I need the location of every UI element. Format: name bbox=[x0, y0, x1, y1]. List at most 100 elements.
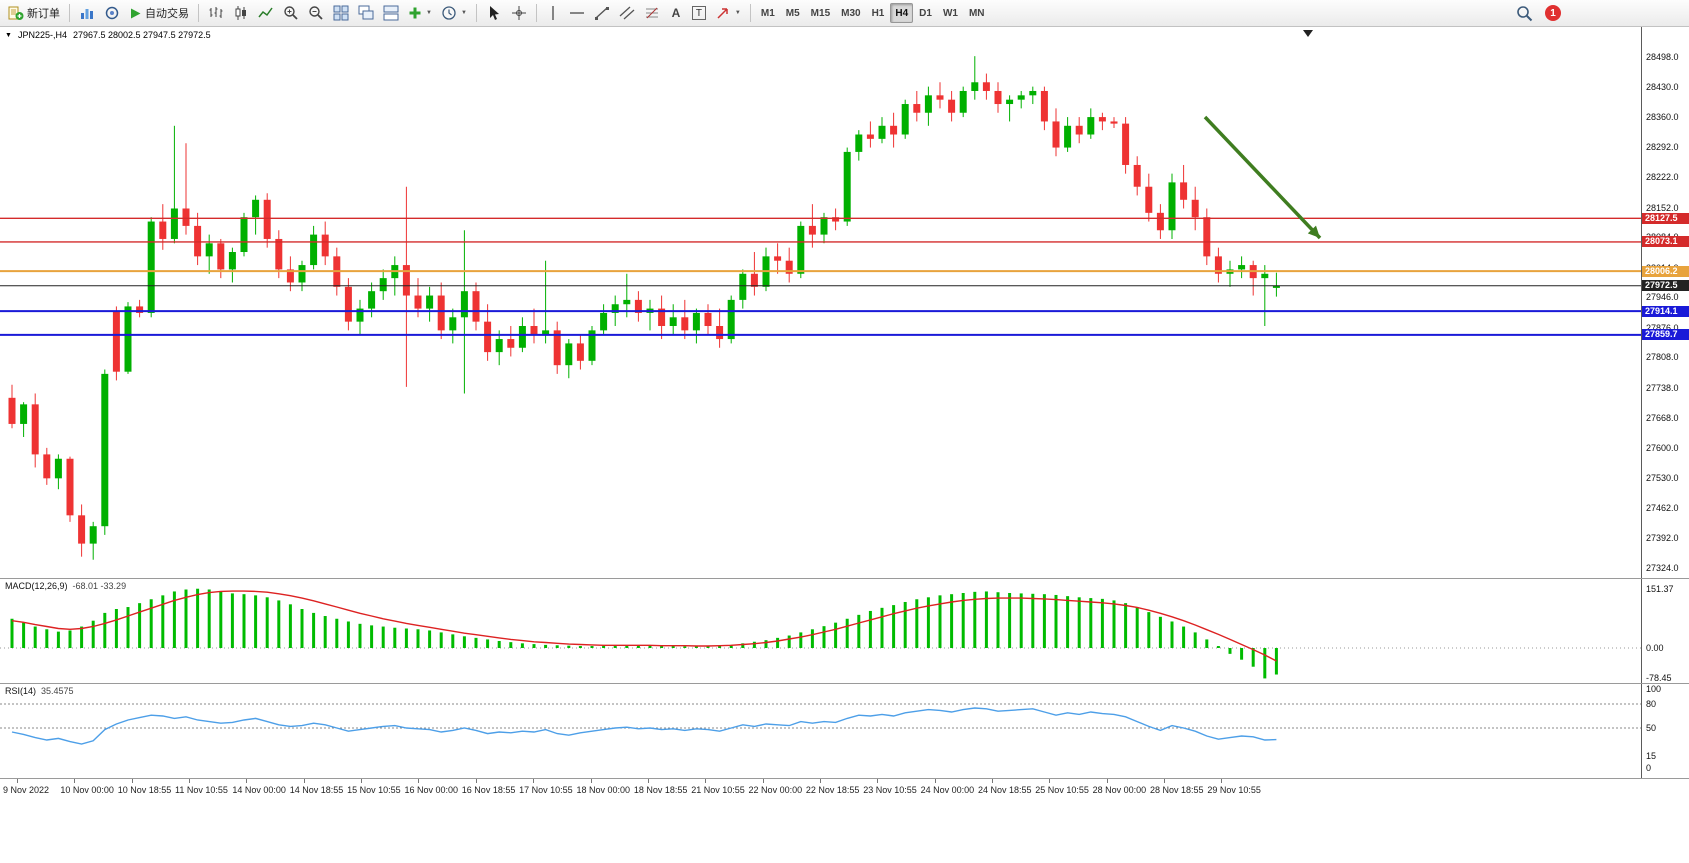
time-label: 28 Nov 18:55 bbox=[1150, 785, 1204, 795]
time-tick bbox=[17, 779, 18, 783]
rsi-tick: 80 bbox=[1646, 699, 1657, 709]
panel-divider[interactable] bbox=[0, 778, 1689, 779]
zoom-in-button[interactable] bbox=[279, 2, 303, 24]
horizontal-line-tool-button[interactable] bbox=[565, 2, 589, 24]
tile-windows-button[interactable] bbox=[329, 2, 353, 24]
time-label: 25 Nov 10:55 bbox=[1035, 785, 1089, 795]
time-label: 10 Nov 18:55 bbox=[117, 785, 172, 795]
macd-axis[interactable]: 151.37 0.00 -78.45 bbox=[1641, 579, 1689, 683]
candlestick-chart-icon bbox=[233, 5, 249, 21]
price-tick: 28222.0 bbox=[1646, 172, 1679, 183]
fibonacci-tool-button[interactable] bbox=[640, 2, 664, 24]
autotrading-play-icon bbox=[129, 7, 142, 20]
periods-button[interactable]: ▼ bbox=[437, 2, 471, 24]
price-tick: 27668.0 bbox=[1646, 413, 1679, 424]
channel-tool-button[interactable] bbox=[615, 2, 639, 24]
toolbar-separator bbox=[535, 4, 537, 22]
price-badge: 28073.1 bbox=[1642, 236, 1689, 248]
time-label: 22 Nov 00:00 bbox=[748, 785, 803, 795]
time-axis[interactable]: 9 Nov 2022 10 Nov 00:00 10 Nov 18:55 11 Nov… bbox=[0, 779, 1689, 799]
time-tick bbox=[991, 779, 993, 783]
timeframe-m15-button[interactable]: M15 bbox=[810, 7, 831, 19]
macd-plot[interactable]: MACD(12,26,9) -68.01 -33.29 bbox=[0, 579, 1641, 683]
time-tick bbox=[819, 779, 821, 783]
macd-tick: -78.45 bbox=[1646, 673, 1672, 683]
notification-badge[interactable]: 1 bbox=[1545, 5, 1561, 21]
macd-label: MACD(12,26,9) -68.01 -33.29 bbox=[5, 581, 126, 591]
time-tick bbox=[877, 779, 879, 783]
panel-divider[interactable] bbox=[0, 578, 1689, 579]
rsi-plot[interactable]: RSI(14) 35.4575 bbox=[0, 684, 1641, 778]
rsi-tick: 100 bbox=[1646, 684, 1662, 694]
timeframe-m5-button[interactable]: M5 bbox=[785, 7, 800, 19]
line-chart-icon bbox=[258, 5, 274, 21]
main-chart-plot[interactable]: ▼ JPN225-,H4 27967.5 28002.5 27947.5 279… bbox=[0, 27, 1641, 578]
macd-values: -68.01 -33.29 bbox=[72, 581, 127, 591]
fibonacci-icon bbox=[644, 5, 660, 21]
autotrading-button[interactable]: 自动交易 bbox=[125, 2, 193, 24]
rsi-tick: 15 bbox=[1646, 751, 1657, 761]
charts-icon bbox=[79, 5, 95, 21]
price-badge: 28127.5 bbox=[1642, 212, 1689, 224]
bar-chart-button[interactable] bbox=[204, 2, 228, 24]
vertical-line-tool-button[interactable] bbox=[542, 2, 564, 24]
time-tick bbox=[934, 779, 936, 783]
text-tool-button[interactable]: A bbox=[665, 2, 687, 24]
zoom-in-icon bbox=[283, 5, 299, 21]
toolbar-separator bbox=[69, 4, 70, 22]
rsi-tick: 50 bbox=[1646, 723, 1657, 733]
trendline-tool-button[interactable] bbox=[590, 2, 614, 24]
label-icon: T bbox=[691, 6, 706, 20]
time-label: 24 Nov 18:55 bbox=[977, 785, 1032, 795]
search-button[interactable] bbox=[1512, 2, 1537, 24]
crosshair-button[interactable] bbox=[507, 2, 531, 24]
time-tick bbox=[418, 779, 420, 783]
new-order-label: 新订单 bbox=[27, 8, 60, 20]
horizontal-line-icon bbox=[569, 7, 585, 19]
timeframe-w1-button[interactable]: W1 bbox=[942, 7, 958, 19]
rsi-axis[interactable]: 100 80 50 15 0 bbox=[1641, 684, 1689, 778]
rsi-label: RSI(14) 35.4575 bbox=[5, 686, 74, 696]
macd-name: MACD(12,26,9) bbox=[5, 581, 68, 591]
toolbar-separator bbox=[198, 4, 199, 22]
timeframe-m1-button[interactable]: M1 bbox=[760, 7, 775, 19]
cursor-icon bbox=[486, 5, 502, 21]
time-tick bbox=[705, 779, 707, 783]
charts-button[interactable] bbox=[75, 2, 99, 24]
arrange-windows-button[interactable] bbox=[379, 2, 403, 24]
candlestick-chart-button[interactable] bbox=[229, 2, 253, 24]
timeframe-h4-button[interactable]: H4 bbox=[890, 3, 914, 23]
chart-title: ▼ JPN225-,H4 27967.5 28002.5 27947.5 279… bbox=[5, 30, 211, 40]
time-tick bbox=[647, 779, 649, 783]
time-tick bbox=[533, 779, 535, 783]
macd-chart bbox=[0, 588, 1641, 679]
price-badge: 28006.2 bbox=[1642, 265, 1689, 277]
panel-divider[interactable] bbox=[0, 683, 1689, 684]
timeframe-d1-button[interactable]: D1 bbox=[919, 7, 932, 19]
toolbar: 新订单 自动交易 ▼ ▼ bbox=[0, 0, 1689, 27]
price-tick: 27324.0 bbox=[1646, 562, 1679, 573]
arrows-tool-button[interactable]: ▼ bbox=[711, 2, 745, 24]
tile-windows-icon bbox=[333, 5, 349, 21]
quotes-button[interactable] bbox=[100, 2, 124, 24]
one-click-expander-icon[interactable]: ▼ bbox=[5, 31, 12, 39]
cursor-button[interactable] bbox=[482, 2, 506, 24]
time-label: 16 Nov 18:55 bbox=[461, 785, 516, 795]
cascade-windows-icon bbox=[358, 5, 374, 21]
search-icon bbox=[1516, 5, 1533, 22]
add-indicator-button[interactable]: ▼ bbox=[404, 2, 436, 24]
timeframe-mn-button[interactable]: MN bbox=[968, 7, 985, 19]
label-tool-button[interactable]: T bbox=[688, 2, 710, 24]
chart-window: ▼ JPN225-,H4 27967.5 28002.5 27947.5 279… bbox=[0, 27, 1689, 863]
chevron-down-icon: ▼ bbox=[426, 10, 432, 16]
line-chart-button[interactable] bbox=[254, 2, 278, 24]
time-tick bbox=[762, 779, 764, 783]
price-axis[interactable]: 28498.0 28430.0 28360.0 28292.0 28222.0 28152… bbox=[1641, 27, 1689, 578]
new-order-button[interactable]: 新订单 bbox=[4, 2, 64, 24]
price-tick: 27876.0 bbox=[1646, 322, 1679, 333]
timeframe-m30-button[interactable]: M30 bbox=[841, 7, 861, 19]
time-tick bbox=[475, 779, 477, 783]
zoom-out-button[interactable] bbox=[304, 2, 328, 24]
cascade-windows-button[interactable] bbox=[354, 2, 378, 24]
timeframe-h1-button[interactable]: H1 bbox=[871, 7, 885, 19]
